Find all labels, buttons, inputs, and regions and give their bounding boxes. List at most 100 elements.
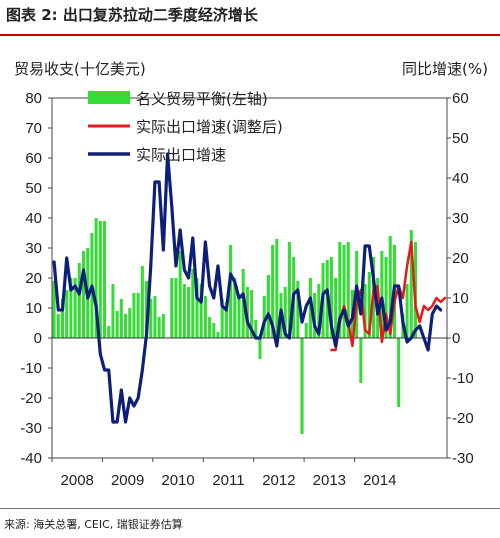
- x-tick-label: 2011: [212, 472, 244, 489]
- left-tick-label: 80: [25, 90, 42, 107]
- trade-balance-bar: [115, 311, 119, 338]
- trade-balance-bar: [237, 296, 241, 338]
- trade-balance-bar: [82, 251, 86, 338]
- right-tick-label: 40: [452, 170, 469, 187]
- trade-balance-bar: [266, 275, 270, 338]
- right-tick-label: 20: [452, 250, 469, 267]
- trade-balance-bar: [52, 281, 56, 338]
- trade-balance-bar: [304, 323, 308, 338]
- trade-balance-bar: [220, 299, 224, 338]
- trade-balance-bar: [199, 284, 203, 338]
- trade-balance-bar: [157, 317, 161, 338]
- trade-balance-bar: [262, 296, 266, 338]
- right-tick-label: -10: [452, 370, 474, 387]
- trade-balance-bar: [195, 278, 199, 338]
- trade-balance-bar: [254, 320, 258, 338]
- trade-balance-bar: [380, 251, 384, 338]
- left-tick-label: 60: [25, 150, 42, 167]
- trade-balance-bar: [136, 293, 140, 338]
- right-tick-label: 10: [452, 290, 469, 307]
- trade-balance-bar: [283, 287, 287, 338]
- right-tick-label: -30: [452, 450, 474, 467]
- left-tick-label: 70: [25, 120, 42, 137]
- x-tick-label: 2014: [363, 472, 396, 489]
- trade-balance-bar: [388, 236, 392, 338]
- trade-balance-bar: [342, 245, 346, 338]
- left-tick-label: -20: [20, 390, 42, 407]
- left-tick-label: 30: [25, 240, 42, 257]
- trade-balance-bar: [69, 278, 73, 338]
- legend-label: 实际出口增速: [136, 146, 226, 164]
- trade-balance-bar: [409, 230, 413, 338]
- export-growth-line: [52, 152, 443, 424]
- title-rule: [0, 34, 500, 36]
- trade-balance-bar: [174, 278, 178, 338]
- trade-balance-bar: [250, 290, 254, 338]
- right-axis-label: 同比增速(%): [402, 60, 488, 78]
- right-tick-label: 60: [452, 90, 469, 107]
- left-tick-label: -40: [20, 450, 42, 467]
- trade-balance-bar: [140, 266, 144, 338]
- trade-balance-bar: [65, 290, 69, 338]
- trade-balance-bar: [287, 242, 291, 338]
- trade-balance-bar: [363, 284, 367, 338]
- trade-balance-bar: [182, 284, 186, 338]
- left-tick-label: -30: [20, 420, 42, 437]
- trade-balance-bar: [170, 278, 174, 338]
- trade-balance-bar: [103, 221, 107, 338]
- trade-balance-bar: [149, 299, 153, 338]
- right-tick-label: 30: [452, 210, 469, 227]
- source-note: 来源: 海关总署, CEIC, 瑞银证券估算: [4, 518, 183, 531]
- trade-balance-bar: [258, 338, 262, 359]
- trade-balance-bar: [153, 296, 157, 338]
- legend-label: 名义贸易平衡(左轴): [136, 90, 268, 108]
- trade-balance-bar: [367, 272, 371, 338]
- trade-balance-bar: [77, 263, 81, 338]
- trade-balance-bar: [300, 338, 304, 434]
- trade-balance-bar: [397, 338, 401, 407]
- figure-title: 图表 2: 出口复苏拉动二季度经济增长: [6, 6, 258, 24]
- trade-balance-bar: [132, 293, 136, 338]
- x-tick-label: 2009: [111, 472, 144, 489]
- trade-balance-bar: [203, 296, 207, 338]
- trade-balance-bar: [56, 314, 60, 338]
- trade-balance-bar: [119, 299, 123, 338]
- trade-balance-bar: [329, 257, 333, 338]
- trade-balance-bar: [107, 326, 111, 338]
- source-rule: [0, 508, 500, 509]
- left-tick-label: 50: [25, 180, 42, 197]
- trade-balance-bar: [334, 278, 338, 338]
- trade-balance-bar: [111, 284, 115, 338]
- trade-balance-bar: [191, 269, 195, 338]
- trade-balance-bar: [229, 245, 233, 338]
- ticks-layer: 80 70 60 50 40 30 20 10 0 -10 -20 -30 -40 60 50 40 30 201…: [20, 90, 473, 489]
- trade-balance-bar: [271, 245, 275, 338]
- trade-balance-bar: [128, 308, 132, 338]
- trade-balance-bar: [216, 332, 220, 338]
- trade-balance-bar: [98, 221, 102, 338]
- lines-layer: [52, 152, 447, 424]
- left-tick-label: 0: [34, 330, 42, 347]
- right-tick-label: -20: [452, 410, 474, 427]
- trade-balance-bar: [73, 278, 77, 338]
- left-axis-label: 贸易收支(十亿美元): [14, 60, 146, 78]
- trade-balance-bar: [187, 287, 191, 338]
- trade-balance-bar: [212, 323, 216, 338]
- trade-balance-bar: [233, 278, 237, 338]
- trade-balance-bar: [346, 242, 350, 338]
- trade-balance-bar: [338, 242, 342, 338]
- trade-balance-bar: [275, 239, 279, 338]
- legend-swatch-bar: [88, 91, 130, 104]
- trade-balance-bar: [178, 251, 182, 338]
- trade-balance-bar: [161, 314, 165, 338]
- right-tick-label: 50: [452, 130, 469, 147]
- left-tick-label: 10: [25, 300, 42, 317]
- trade-balance-bar: [60, 299, 65, 338]
- left-tick-label: -10: [20, 360, 42, 377]
- trade-balance-bar: [405, 284, 409, 338]
- trade-balance-bar: [208, 317, 212, 338]
- trade-balance-bar: [124, 314, 128, 338]
- trade-balance-bar: [94, 218, 98, 338]
- left-tick-label: 40: [25, 210, 42, 227]
- x-tick-label: 2013: [313, 472, 346, 489]
